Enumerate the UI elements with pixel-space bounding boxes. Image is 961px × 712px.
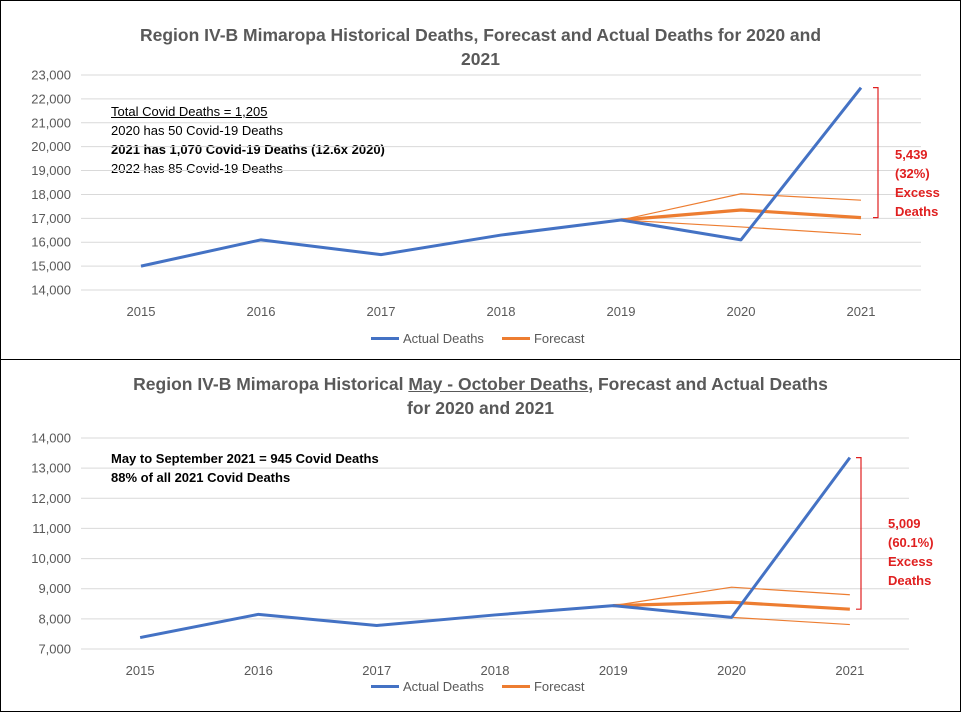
annotation-2022: 2022 has 85 Covid-19 Deaths — [111, 161, 284, 176]
excess-word: Excess — [888, 554, 933, 569]
y-tick-label: 14,000 — [31, 283, 71, 298]
forecast-upper-bound-line — [613, 586, 850, 607]
series-line-actual-deaths — [139, 456, 852, 640]
y-tick-label: 23,000 — [31, 68, 71, 83]
x-tick-label: 2015 — [126, 663, 155, 678]
y-tick-label: 19,000 — [31, 163, 71, 178]
series-line-actual-deaths — [140, 86, 863, 268]
chart-title-line2: 2021 — [461, 49, 500, 69]
y-tick-label: 11,000 — [32, 521, 71, 536]
y-tick-label: 12,000 — [31, 491, 71, 506]
y-tick-label: 14,000 — [31, 431, 71, 446]
chart-title-line1: Region IV-B Mimaropa Historical May - Oc… — [1, 372, 960, 396]
excess-word: Excess — [895, 185, 940, 200]
excess-bracket — [873, 87, 879, 219]
legend-label-forecast: Forecast — [533, 331, 585, 346]
chart-title-suffix: , Forecast and Actual Deaths — [588, 374, 828, 394]
legend-label-actual: Actual Deaths — [403, 331, 484, 346]
y-tick-label: 7,000 — [38, 642, 71, 657]
excess-value: 5,439 — [895, 147, 928, 162]
y-tick-label: 9,000 — [38, 581, 71, 596]
excess-bracket — [856, 456, 862, 610]
legend-label-forecast: Forecast — [533, 679, 585, 694]
annotation-box: May to September 2021 = 945 Covid Deaths… — [111, 449, 379, 487]
annotation-2021: 2021 has 1,070 Covid-19 Deaths (12.6x 20… — [111, 142, 385, 157]
chart-legend: Actual Deaths Forecast — [371, 331, 585, 346]
chart-panel-all-deaths: Region IV-B Mimaropa Historical Deaths, … — [1, 1, 960, 359]
legend-swatch-actual — [371, 685, 399, 688]
y-tick-label: 16,000 — [31, 235, 71, 250]
y-tick-label: 15,000 — [31, 259, 71, 274]
x-tick-label: 2016 — [244, 663, 273, 678]
legend-swatch-actual — [371, 337, 399, 340]
chart-plot: 7,000 8,000 9,000 10,000 11,000 12,000 13,000 1… — [31, 431, 909, 678]
chart-title-underlined: May - October Deaths — [408, 374, 589, 394]
chart-plot: 14,000 15,000 16,000 17,000 18,000 19,000 20,0… — [31, 68, 921, 319]
excess-percent: (60.1%) — [888, 535, 934, 550]
legend-item-forecast: Forecast — [501, 679, 585, 694]
y-tick-label: 13,000 — [31, 461, 71, 476]
y-tick-label: 17,000 — [31, 211, 71, 226]
y-tick-label: 18,000 — [31, 187, 71, 202]
excess-deaths-word: Deaths — [888, 573, 932, 588]
chart-title: Region IV-B Mimaropa Historical May - Oc… — [1, 372, 960, 420]
forecast-lower-bound-line — [620, 219, 862, 236]
legend-label-actual: Actual Deaths — [403, 679, 484, 694]
annotation-share-of-2021: 88% of all 2021 Covid Deaths — [111, 470, 291, 485]
legend-item-actual: Actual Deaths — [371, 331, 484, 346]
y-tick-label: 8,000 — [38, 611, 71, 626]
x-tick-label: 2017 — [367, 304, 396, 319]
x-tick-label: 2017 — [362, 663, 391, 678]
excess-percent: (32%) — [895, 166, 930, 181]
x-tick-label: 2020 — [727, 304, 756, 319]
legend-swatch-forecast — [501, 685, 530, 688]
x-tick-label: 2016 — [247, 304, 276, 319]
panel-divider — [1, 359, 960, 360]
annotation-box: Total Covid Deaths = 1,205 2020 has 50 C… — [111, 102, 385, 178]
x-tick-label: 2019 — [599, 663, 628, 678]
chart-title: Region IV-B Mimaropa Historical Deaths, … — [1, 23, 960, 71]
excess-deaths-label: 5,439 (32%) Excess Deaths — [895, 145, 940, 221]
y-tick-label: 22,000 — [31, 91, 71, 106]
y-tick-label: 10,000 — [31, 551, 71, 566]
x-tick-label: 2019 — [607, 304, 636, 319]
x-tick-label: 2018 — [487, 304, 516, 319]
chart-title-prefix: Region IV-B Mimaropa Historical — [133, 374, 409, 394]
legend-swatch-forecast — [501, 337, 530, 340]
chart-panel-may-october-deaths: Region IV-B Mimaropa Historical May - Oc… — [1, 360, 960, 711]
excess-deaths-word: Deaths — [895, 204, 939, 219]
x-tick-label: 2021 — [835, 663, 864, 678]
series-line-forecast — [620, 208, 862, 222]
y-tick-label: 20,000 — [31, 139, 71, 154]
series-line-forecast — [613, 600, 850, 611]
x-tick-label: 2018 — [481, 663, 510, 678]
x-tick-label: 2015 — [127, 304, 156, 319]
annotation-may-september: May to September 2021 = 945 Covid Deaths — [111, 451, 379, 466]
forecast-upper-bound-line — [620, 193, 862, 221]
legend-item-actual: Actual Deaths — [371, 679, 484, 694]
chart-title-line2: for 2020 and 2021 — [407, 398, 554, 418]
annotation-total: Total Covid Deaths = 1,205 — [111, 104, 268, 119]
x-tick-label: 2020 — [717, 663, 746, 678]
chart-legend: Actual Deaths Forecast — [371, 679, 585, 694]
x-tick-label: 2021 — [847, 304, 876, 319]
annotation-2020: 2020 has 50 Covid-19 Deaths — [111, 123, 284, 138]
legend-item-forecast: Forecast — [501, 331, 585, 346]
y-tick-label: 21,000 — [31, 115, 71, 130]
excess-deaths-label: 5,009 (60.1%) Excess Deaths — [888, 514, 934, 590]
chart-title-line1: Region IV-B Mimaropa Historical Deaths, … — [139, 25, 822, 45]
excess-value: 5,009 — [888, 516, 921, 531]
